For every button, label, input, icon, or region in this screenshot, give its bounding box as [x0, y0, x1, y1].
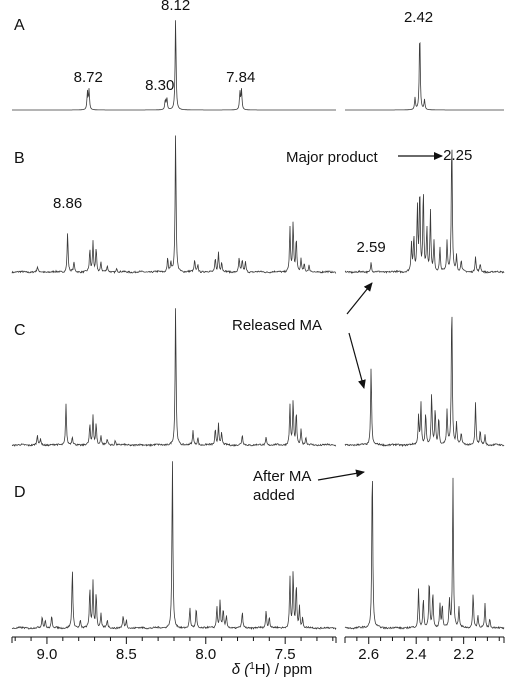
x-tick-label: 7.5 [275, 646, 296, 663]
x-tick-label: 8.5 [116, 646, 137, 663]
x-tick-label: 8.0 [195, 646, 216, 663]
arrow-released-ma-up [346, 282, 373, 315]
panel-label-b: B [14, 150, 25, 167]
peak-label-8-30: 8.30 [145, 77, 174, 94]
peak-label-8-72: 8.72 [74, 69, 103, 86]
panel-label-c: C [14, 322, 26, 339]
panel-label-a: A [14, 17, 25, 34]
x-tick-label: 9.0 [37, 646, 58, 663]
annotation-released-ma: Released MA [232, 317, 322, 334]
spectra-traces [11, 20, 505, 631]
annotation-major-product: Major product [286, 149, 379, 166]
spectrum-b-aliphatic [344, 149, 505, 274]
spectrum-c-aliphatic [344, 316, 505, 448]
x-axis-label: δ (1H) / ppm [232, 661, 313, 678]
peak-label-2-25: 2.25 [443, 147, 472, 164]
annotation-after-ma: After MA [253, 468, 311, 485]
x-tick-label: 2.6 [358, 646, 379, 663]
panel-label-d: D [14, 484, 26, 501]
arrow-after-ma [317, 469, 365, 481]
arrow-released-ma-down [348, 332, 366, 389]
x-axis: 9.0 8.5 8.0 7.5 2.6 2.4 2.2 [11, 636, 505, 663]
x-tick-label: 2.2 [453, 646, 474, 663]
annotation-after-ma-added: added [253, 487, 295, 504]
annotations: Major product Released MA After MA added [232, 149, 443, 504]
spectrum-d-aromatic [11, 461, 337, 631]
peak-label-8-12: 8.12 [161, 0, 190, 14]
spectrum-a-aromatic [12, 20, 336, 111]
spectrum-c-aromatic [11, 308, 337, 448]
peak-label-8-86: 8.86 [53, 195, 82, 212]
peak-label-2-42: 2.42 [404, 9, 433, 26]
spectrum-a-aliphatic [345, 42, 504, 111]
peak-label-7-84: 7.84 [226, 69, 255, 86]
spectrum-b-aromatic [11, 135, 337, 274]
panel-labels: A B C D [14, 17, 26, 501]
spectrum-d-aliphatic [344, 477, 505, 630]
peak-value-labels: 8.72 8.30 8.12 7.84 2.42 8.86 2.59 2.25 [53, 0, 472, 256]
x-tick-label: 2.4 [406, 646, 427, 663]
peak-label-2-59: 2.59 [357, 239, 386, 256]
